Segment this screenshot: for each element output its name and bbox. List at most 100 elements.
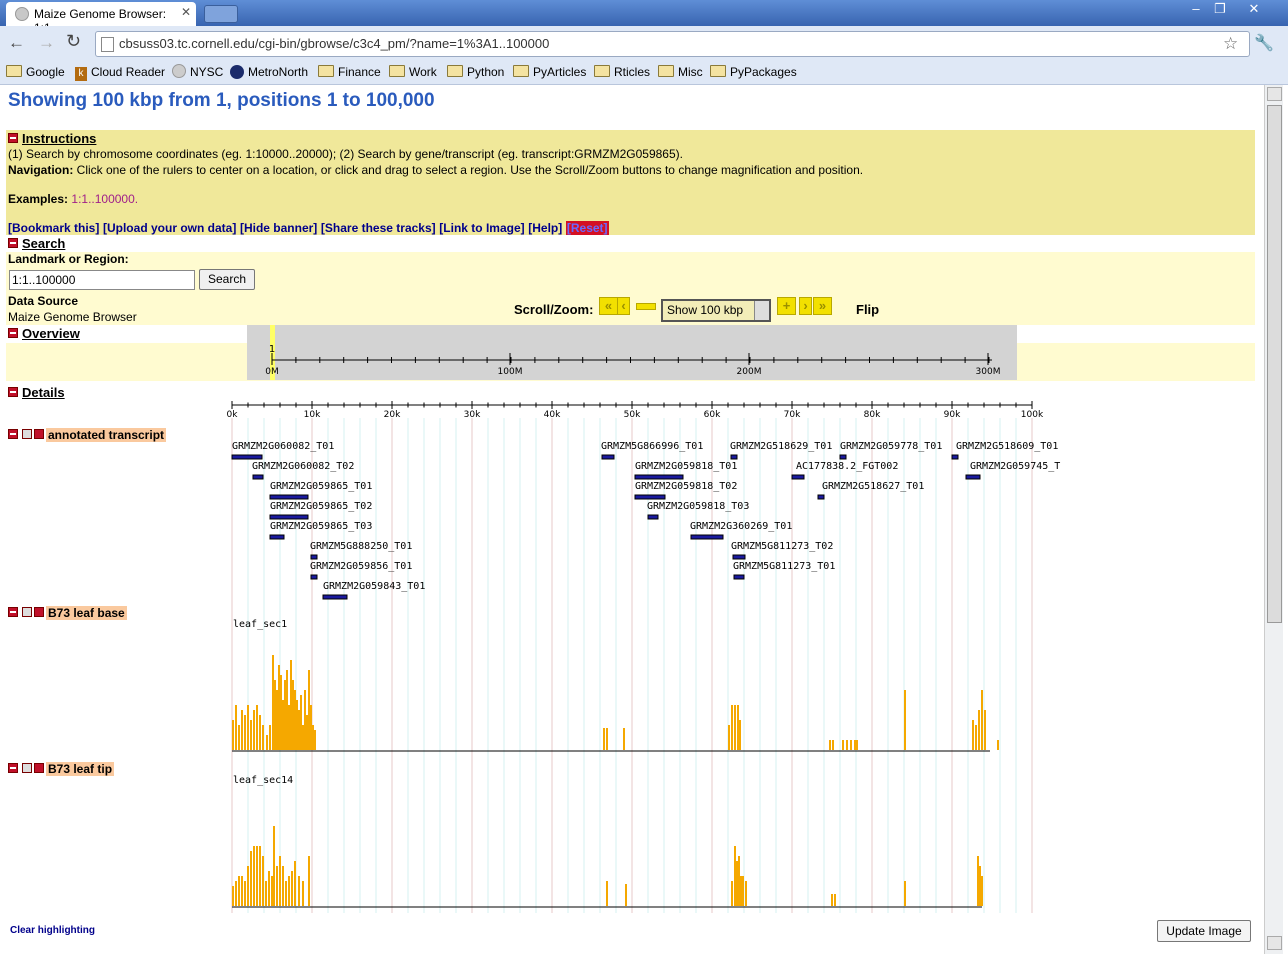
flip-label[interactable]: Flip bbox=[856, 302, 880, 317]
overview-ruler[interactable]: 1 0M 100M 200M 300M bbox=[247, 325, 1017, 380]
bookmark-work[interactable]: Work bbox=[389, 64, 437, 80]
scroll-right-button[interactable]: › bbox=[799, 297, 812, 315]
minimize-icon[interactable]: – bbox=[1192, 1, 1200, 16]
collapse-icon[interactable] bbox=[8, 607, 18, 617]
back-icon[interactable]: ← bbox=[8, 33, 25, 52]
track-title[interactable]: B73 leaf base bbox=[46, 606, 127, 620]
star-icon[interactable]: ☆ bbox=[1223, 34, 1239, 53]
scroll-down-arrow[interactable] bbox=[1267, 936, 1282, 950]
coverage-bar bbox=[241, 876, 243, 906]
feature-label[interactable]: GRMZM2G059818_T02 bbox=[635, 481, 738, 492]
reload-icon[interactable]: ↻ bbox=[66, 31, 82, 51]
feature-label[interactable]: GRMZM5G866996_T01 bbox=[601, 441, 704, 452]
details-header[interactable]: Details bbox=[8, 385, 65, 400]
coverage-bar bbox=[288, 705, 290, 750]
share-icon[interactable] bbox=[22, 763, 32, 773]
track-title[interactable]: B73 leaf tip bbox=[46, 762, 115, 776]
feature-label[interactable]: GRMZM2G060082_T02 bbox=[252, 461, 355, 472]
bookmark-pyarticles[interactable]: PyArticles bbox=[513, 64, 586, 80]
feature-label[interactable]: GRMZM2G518609_T01 bbox=[956, 441, 1059, 452]
help-link[interactable]: [Help] bbox=[528, 221, 563, 235]
wrench-icon[interactable]: 🔧 bbox=[1254, 35, 1274, 52]
instructions-header[interactable]: Instructions bbox=[8, 131, 96, 146]
close-tab-icon[interactable]: ✕ bbox=[181, 5, 192, 19]
search-header[interactable]: Search bbox=[8, 236, 65, 251]
scroll-left-far-button[interactable]: « bbox=[599, 297, 618, 315]
help-icon[interactable] bbox=[34, 429, 44, 439]
collapse-icon[interactable] bbox=[8, 328, 18, 338]
collapse-icon[interactable] bbox=[8, 238, 18, 248]
track-b73-leaf-tip: B73 leaf tip bbox=[8, 761, 115, 776]
vertical-scrollbar[interactable] bbox=[1264, 85, 1283, 954]
overview-header[interactable]: Overview bbox=[8, 326, 80, 341]
feature-label[interactable]: GRMZM2G060082_T01 bbox=[232, 441, 335, 452]
feature-label[interactable]: AC177838.2_FGT002 bbox=[796, 461, 899, 472]
bookmark-pypackages[interactable]: PyPackages bbox=[710, 64, 797, 80]
feature-label[interactable]: GRMZM2G518629_T01 bbox=[730, 441, 833, 452]
help-icon[interactable] bbox=[34, 607, 44, 617]
scroll-right-far-button[interactable]: » bbox=[813, 297, 832, 315]
coverage-bar bbox=[235, 881, 237, 906]
feature-label[interactable]: GRMZM5G811273_T01 bbox=[733, 561, 836, 572]
feature-label[interactable]: GRMZM2G059856_T01 bbox=[310, 561, 413, 572]
feature-label[interactable]: GRMZM2G059778_T01 bbox=[840, 441, 943, 452]
zoom-select[interactable]: Show 100 kbp bbox=[661, 299, 771, 322]
coverage-bar bbox=[282, 866, 284, 906]
close-window-icon[interactable]: ✕ bbox=[1248, 1, 1260, 16]
address-bar[interactable]: cbsuss03.tc.cornell.edu/cgi-bin/gbrowse/… bbox=[95, 31, 1250, 57]
track-title[interactable]: annotated transcript bbox=[46, 428, 167, 442]
scroll-left-button[interactable]: ‹ bbox=[617, 297, 630, 315]
feature-label[interactable]: GRMZM2G059745_T bbox=[970, 461, 1061, 472]
scroll-thumb[interactable] bbox=[1267, 105, 1282, 623]
reset-link[interactable]: [Reset] bbox=[565, 221, 609, 235]
feature-label[interactable]: GRMZM2G518627_T01 bbox=[822, 481, 925, 492]
zoom-out-button[interactable] bbox=[636, 303, 656, 310]
coverage-bar bbox=[737, 705, 739, 750]
hide-banner-link[interactable]: [Hide banner] bbox=[239, 221, 318, 235]
collapse-icon[interactable] bbox=[8, 387, 18, 397]
new-tab-button[interactable] bbox=[204, 5, 238, 23]
details-panel[interactable]: 0k 10k 20k 30k 40k 50k 60k 70k 80k 90k 1… bbox=[226, 398, 1046, 913]
landmark-input[interactable] bbox=[9, 270, 195, 290]
feature-label[interactable]: GRMZM5G811273_T02 bbox=[731, 541, 834, 552]
collapse-icon[interactable] bbox=[8, 763, 18, 773]
feature-label[interactable]: GRMZM2G059865_T02 bbox=[270, 501, 373, 512]
bookmark-google[interactable]: Google bbox=[6, 64, 65, 80]
feature-label[interactable]: GRMZM2G059818_T03 bbox=[647, 501, 750, 512]
collapse-icon[interactable] bbox=[8, 133, 18, 143]
coverage-bar bbox=[603, 728, 605, 750]
share-icon[interactable] bbox=[22, 607, 32, 617]
zoom-in-button[interactable]: + bbox=[777, 297, 796, 315]
feature-label[interactable]: GRMZM2G059818_T01 bbox=[635, 461, 738, 472]
share-tracks-link[interactable]: [Share these tracks] bbox=[320, 221, 436, 235]
share-icon[interactable] bbox=[22, 429, 32, 439]
example-link[interactable]: 1:1..100000 bbox=[71, 192, 135, 206]
bookmark-rticles[interactable]: Rticles bbox=[594, 64, 650, 80]
transcript-glyph bbox=[951, 454, 959, 460]
search-button[interactable]: Search bbox=[199, 269, 255, 290]
coverage-bar bbox=[623, 728, 625, 750]
feature-label[interactable]: GRMZM2G360269_T01 bbox=[690, 521, 793, 532]
scroll-up-arrow[interactable] bbox=[1267, 87, 1282, 101]
bookmark-cloud-reader[interactable]: k Cloud Reader bbox=[75, 64, 165, 81]
bookmark-this-link[interactable]: [Bookmark this] bbox=[8, 221, 100, 235]
update-image-button[interactable]: Update Image bbox=[1157, 920, 1251, 942]
bookmark-metronorth[interactable]: MetroNorth bbox=[230, 64, 308, 80]
bookmark-misc[interactable]: Misc bbox=[658, 64, 703, 80]
bookmark-nysc[interactable]: NYSC bbox=[172, 64, 223, 80]
bookmark-finance[interactable]: Finance bbox=[318, 64, 381, 80]
clear-highlighting-link[interactable]: Clear highlighting bbox=[10, 925, 95, 936]
upload-data-link[interactable]: [Upload your own data] bbox=[102, 221, 237, 235]
feature-label[interactable]: GRMZM2G059843_T01 bbox=[323, 581, 426, 592]
forward-icon[interactable]: → bbox=[38, 33, 55, 52]
feature-label[interactable]: GRMZM5G888250_T01 bbox=[310, 541, 413, 552]
help-icon[interactable] bbox=[34, 763, 44, 773]
maximize-icon[interactable]: ❐ bbox=[1214, 1, 1226, 16]
link-to-image-link[interactable]: [Link to Image] bbox=[439, 221, 525, 235]
feature-label[interactable]: GRMZM2G059865_T03 bbox=[270, 521, 373, 532]
feature-label[interactable]: GRMZM2G059865_T01 bbox=[270, 481, 373, 492]
bookmark-python[interactable]: Python bbox=[447, 64, 504, 80]
tab-maize-genome-browser[interactable]: Maize Genome Browser: 1:1... ✕ bbox=[6, 2, 196, 35]
coverage-bar bbox=[832, 740, 834, 750]
collapse-icon[interactable] bbox=[8, 429, 18, 439]
